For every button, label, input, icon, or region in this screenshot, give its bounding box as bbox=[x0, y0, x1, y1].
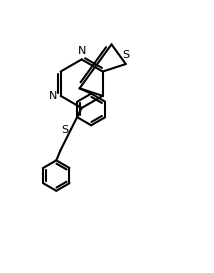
Text: N: N bbox=[49, 91, 57, 101]
Text: N: N bbox=[77, 46, 86, 56]
Text: S: S bbox=[122, 51, 129, 60]
Text: S: S bbox=[61, 125, 68, 135]
